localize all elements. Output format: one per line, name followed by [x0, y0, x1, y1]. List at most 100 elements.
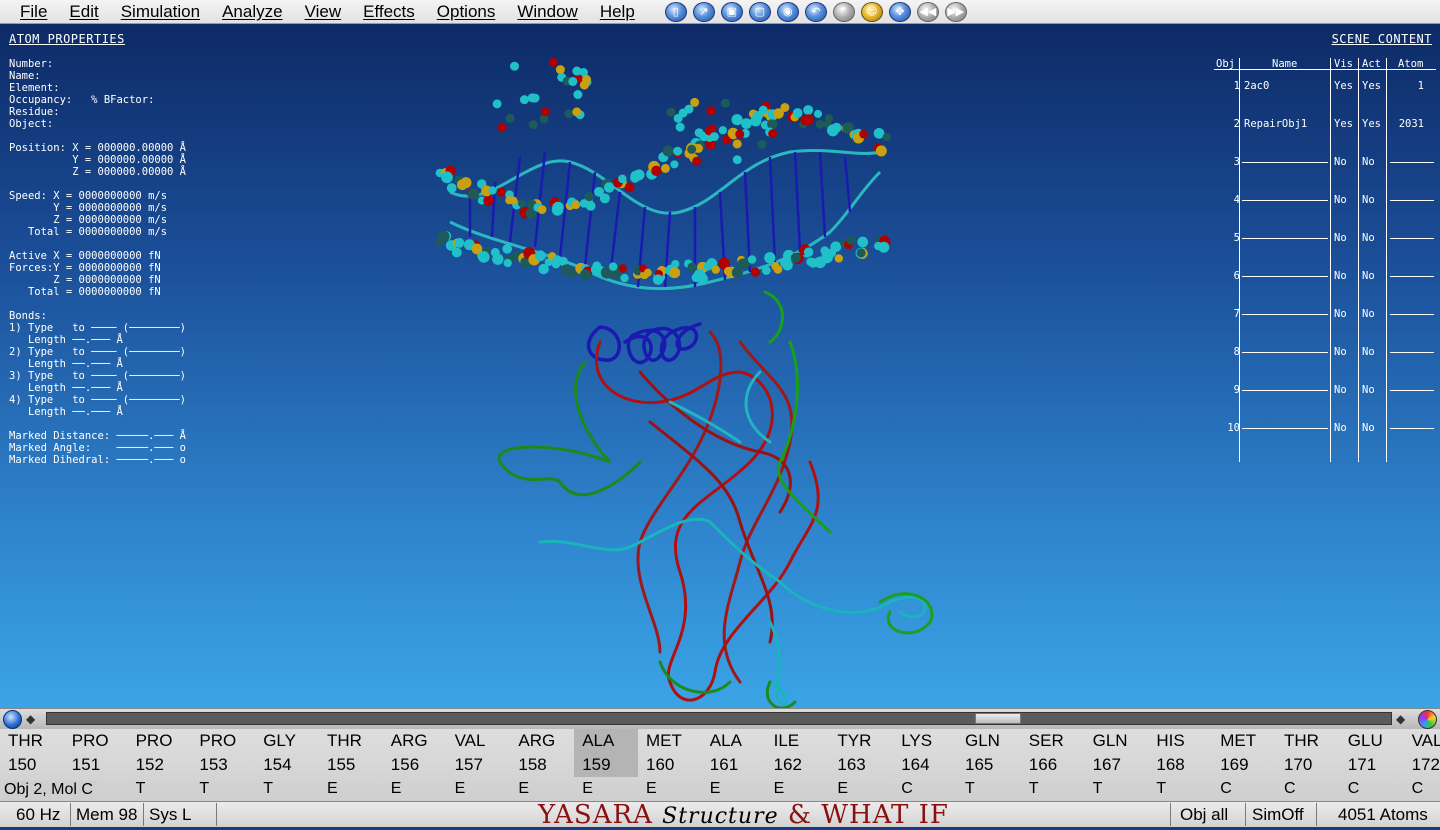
sequence-residue[interactable]: MET 160 E — [638, 729, 702, 801]
scene-row[interactable]: 1 2ac0 Yes Yes 1 — [1212, 80, 1436, 118]
sequence-residue[interactable]: GLN 165 T — [957, 729, 1021, 801]
scene-row[interactable]: 8 No No — [1212, 346, 1436, 384]
menu-file[interactable]: File — [20, 1, 48, 21]
column-separator — [1330, 58, 1331, 462]
residue-number: 166 — [1028, 755, 1058, 774]
scroll-track[interactable] — [46, 712, 1392, 725]
face-icon[interactable]: ☺ — [860, 1, 883, 22]
scene-row[interactable]: 4 No No — [1212, 194, 1436, 232]
scroll-right-arrow-icon[interactable]: ◆ — [1396, 712, 1406, 726]
screenshot-icon[interactable]: ▢ — [748, 1, 771, 22]
sequence-residue[interactable]: GLN 167 T — [1085, 729, 1149, 801]
atom-sphere — [620, 273, 629, 283]
sequence-residue[interactable]: GLU 171 C — [1340, 729, 1404, 801]
atom-sphere — [813, 109, 823, 118]
sequence-residue[interactable]: TYR 163 E — [829, 729, 893, 801]
empty-atom-line — [1390, 390, 1434, 391]
dna-atoms — [435, 57, 891, 285]
sequence-residue[interactable]: THR 150 — [0, 729, 64, 801]
sequence-residue[interactable]: ALA 161 E — [702, 729, 766, 801]
atom-sphere — [678, 108, 688, 118]
undo-icon[interactable]: ↶ — [804, 1, 827, 22]
loop-green — [658, 660, 797, 708]
scene-row[interactable]: 3 No No — [1212, 156, 1436, 194]
menu-edit[interactable]: Edit — [69, 1, 99, 21]
residue-name: THR — [1284, 731, 1319, 750]
atom-sphere — [773, 265, 783, 274]
sequence-residue[interactable]: SER 166 T — [1021, 729, 1085, 801]
sphere-icon[interactable]: ◉ — [776, 1, 799, 22]
system-readout: Sys L — [149, 805, 192, 824]
empty-atom-line — [1390, 238, 1434, 239]
menu-effects[interactable]: Effects — [363, 1, 415, 21]
molecule-render[interactable] — [410, 42, 970, 708]
status-bar: 60 Hz Mem 98 Sys L YASARA Structure & WH… — [0, 800, 1440, 830]
sequence-residue[interactable]: THR 170 C — [1276, 729, 1340, 801]
sequence-residue[interactable]: PRO 153 T — [191, 729, 255, 801]
scene-row-atom: 1 — [1417, 80, 1424, 92]
object-selector[interactable]: Obj all — [1180, 805, 1229, 824]
menu-analyze[interactable]: Analyze — [222, 1, 283, 21]
scene-row[interactable]: 9 No No — [1212, 384, 1436, 422]
atom-sphere — [780, 102, 790, 112]
residue-name: ARG — [390, 731, 428, 750]
atom-sphere — [580, 269, 592, 281]
sequence-residue[interactable]: THR 155 E — [319, 729, 383, 801]
menu-help[interactable]: Help — [599, 1, 635, 21]
sequence-residue[interactable]: ILE 162 E — [766, 729, 830, 801]
save-icon[interactable]: ▣ — [720, 1, 743, 22]
rewind-icon[interactable]: ◀◀ — [916, 1, 939, 22]
scene-row[interactable]: 5 No No — [1212, 232, 1436, 270]
brand-logo: YASARA Structure & WHAT IF — [538, 800, 949, 830]
atom-sphere — [741, 118, 752, 129]
sequence-residue[interactable]: MET 169 C — [1212, 729, 1276, 801]
move-icon[interactable]: ✥ — [888, 1, 911, 22]
scene-row-vis: No — [1334, 384, 1347, 396]
empty-name-line — [1242, 352, 1328, 353]
atom-sphere — [551, 204, 564, 216]
atom-sphere — [454, 237, 465, 248]
atom-sphere — [651, 165, 662, 176]
sequence-residue[interactable]: GLY 154 T — [255, 729, 319, 801]
sequence-residue[interactable]: PRO 152 T — [128, 729, 192, 801]
sequence-residue[interactable]: ARG 156 E — [383, 729, 447, 801]
redo-icon[interactable]: ⌃ — [832, 1, 855, 22]
fast-forward-icon[interactable]: ▶▶ — [944, 1, 967, 22]
sequence-residue[interactable]: ARG 158 E — [510, 729, 574, 801]
menu-view[interactable]: View — [304, 1, 342, 21]
globe-icon[interactable] — [3, 710, 22, 729]
atom-sphere — [690, 97, 700, 107]
sequence-residue[interactable]: VAL 157 E — [447, 729, 511, 801]
scene-row[interactable]: 7 No No — [1212, 308, 1436, 346]
sequence-residue[interactable]: ALA 159 E — [574, 729, 639, 801]
sequence-selector[interactable]: THR 150 PRO 151 T PRO 152 T PRO 153 T GLY 154 T THR 155… — [0, 729, 1440, 801]
atom-sphere — [624, 182, 635, 193]
atom-sphere — [555, 65, 565, 75]
scroll-left-arrow-icon[interactable]: ◆ — [26, 712, 36, 726]
menu-options[interactable]: Options — [436, 1, 496, 21]
atom-properties-title[interactable]: ATOM PROPERTIES — [9, 32, 125, 46]
scene-row[interactable]: 10 No No — [1212, 422, 1436, 460]
molecular-viewport[interactable]: ATOM PROPERTIES Number: Name: Element: O… — [0, 24, 1440, 708]
residue-name: SER — [1028, 731, 1064, 750]
atom-sphere — [528, 120, 538, 130]
scene-row[interactable]: 6 No No — [1212, 270, 1436, 308]
sequence-residue[interactable]: LYS 164 C — [893, 729, 957, 801]
scene-content-title[interactable]: SCENE CONTENT — [1331, 32, 1432, 46]
atom-sphere — [693, 269, 706, 282]
yasara-logo-icon[interactable] — [1418, 710, 1437, 729]
scene-row[interactable]: 2 RepairObj1 Yes Yes 2031 — [1212, 118, 1436, 156]
sequence-scrollbar[interactable]: ◆ ◆ — [0, 708, 1440, 729]
scroll-thumb[interactable] — [975, 713, 1021, 724]
menu-window[interactable]: Window — [517, 1, 578, 21]
atom-sphere — [830, 241, 842, 253]
open-icon[interactable]: ↗ — [692, 1, 715, 22]
secondary-structure: C — [1284, 780, 1296, 797]
new-document-icon[interactable]: ▯ — [664, 1, 687, 22]
sequence-residue[interactable]: VAL 172 C — [1404, 729, 1440, 801]
empty-atom-line — [1390, 428, 1434, 429]
atom-sphere — [497, 123, 507, 133]
simulation-toggle[interactable]: SimOff — [1252, 805, 1304, 824]
menu-simulation[interactable]: Simulation — [120, 1, 201, 21]
sequence-residue[interactable]: HIS 168 T — [1148, 729, 1212, 801]
